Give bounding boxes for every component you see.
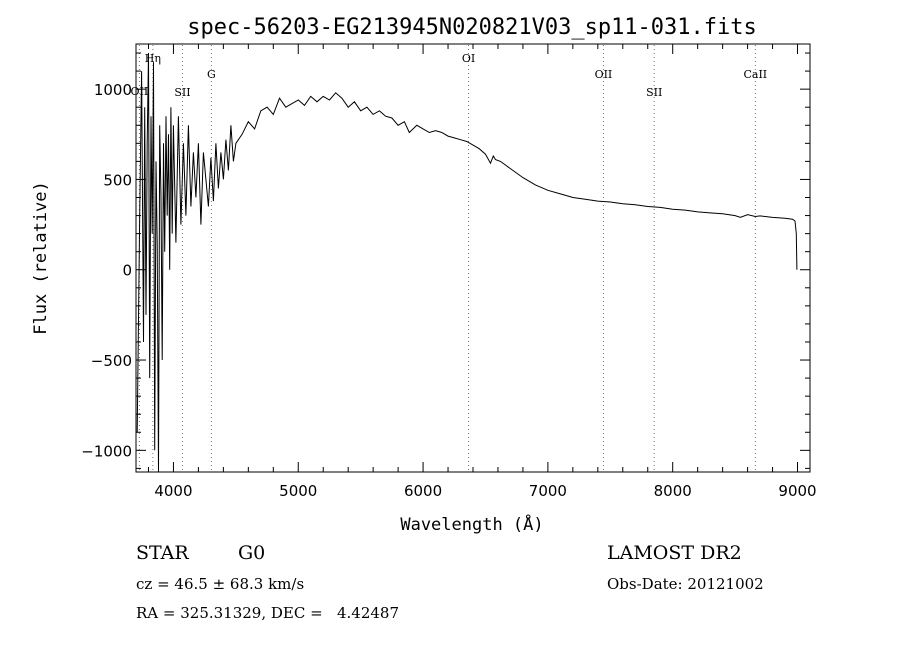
y-tick-label: 1000 [94, 81, 132, 99]
marker-label: G [207, 68, 216, 81]
x-tick-label: 5000 [279, 482, 317, 500]
y-tick-label: 0 [122, 262, 132, 280]
observation-date: Obs-Date: 20121002 [607, 575, 764, 593]
axis-tick-labels: 4000 5000 6000 7000 8000 9000 −1000 −500 0 500 100… [81, 81, 816, 500]
axis-ticks [136, 44, 810, 472]
x-tick-label: 4000 [154, 482, 192, 500]
x-tick-label: 8000 [654, 482, 692, 500]
marker-label: Hη [145, 52, 161, 65]
redshift-velocity: cz = 46.5 ± 68.3 km/s [136, 575, 305, 593]
y-tick-label: −1000 [81, 442, 132, 460]
ra-dec: RA = 325.31329, DEC = 4.42487 [136, 604, 400, 622]
marker-label: OII [595, 68, 613, 81]
marker-label: CaII [743, 68, 767, 81]
marker-label: OI [462, 52, 475, 65]
chart-title: spec-56203-EG213945N020821V03_sp11-031.f… [187, 15, 757, 40]
marker-label: SII [174, 86, 190, 99]
x-tick-label: 9000 [778, 482, 816, 500]
object-class: STAR [136, 542, 189, 564]
x-tick-label: 7000 [529, 482, 567, 500]
marker-label: SII [646, 86, 662, 99]
y-tick-label: −500 [91, 352, 132, 370]
object-subclass: G0 [238, 542, 266, 564]
y-tick-label: 500 [103, 171, 132, 189]
x-axis-label: Wavelength (Å) [400, 513, 543, 535]
survey-name: LAMOST DR2 [607, 542, 742, 564]
plot-frame [135, 43, 811, 473]
spectrum-series-line [136, 52, 798, 473]
marker-label: OII [131, 85, 149, 98]
y-axis-label: Flux (relative) [31, 181, 51, 335]
spectral-line-markers: Hη OII SII G OI OII SII CaII [131, 45, 767, 471]
x-tick-label: 6000 [404, 482, 442, 500]
